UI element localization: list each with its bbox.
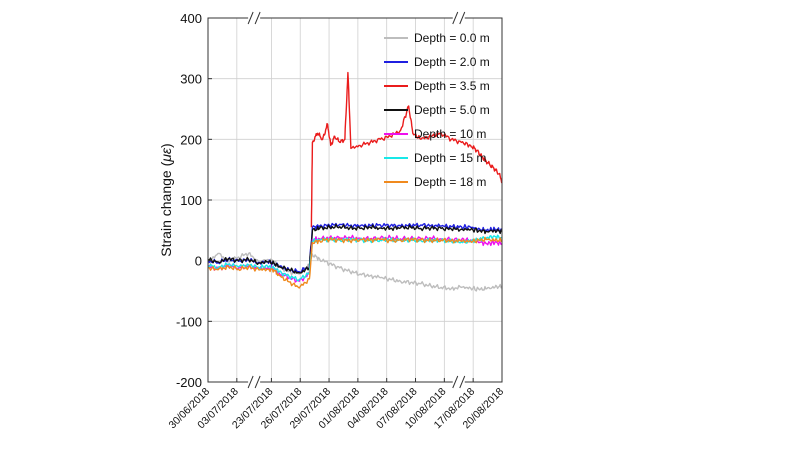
y-axis-label-prefix: Strain change ( — [158, 161, 174, 256]
axis-break-gap — [248, 13, 261, 23]
y-tick-label: 100 — [180, 193, 202, 208]
axis-break-mark — [254, 11, 261, 25]
series-line — [207, 223, 503, 274]
axis-break-gap — [452, 377, 465, 387]
y-axis-label-suffix: ) — [158, 143, 174, 148]
axis-breaks — [247, 11, 466, 389]
legend-entry: Depth = 18 m — [414, 175, 486, 189]
legend-entry: Depth = 10 m — [414, 127, 486, 141]
series-line — [310, 71, 503, 228]
legend-entry: Depth = 0.0 m — [414, 31, 490, 45]
axis-break-mark — [247, 11, 254, 25]
legend-entry: Depth = 15 m — [414, 151, 486, 165]
y-tick-label: 200 — [180, 132, 202, 147]
axis-break-gap — [248, 377, 261, 387]
axis-break-mark — [459, 11, 466, 25]
legend-entry: Depth = 5.0 m — [414, 103, 490, 117]
legend-entry: Depth = 2.0 m — [414, 55, 490, 69]
legend-entry: Depth = 3.5 m — [414, 79, 490, 93]
grid — [207, 17, 503, 383]
y-tick-label: 300 — [180, 72, 202, 87]
y-axis: -200 -100 0 100 200 300 400 — [176, 11, 212, 390]
axis-break-mark — [452, 375, 459, 389]
series-line — [207, 252, 503, 292]
axis-break-mark — [459, 375, 466, 389]
series-lines — [207, 71, 503, 292]
y-tick-label: -100 — [176, 314, 202, 329]
axis-break-mark — [452, 11, 459, 25]
legend: Depth = 0.0 m Depth = 2.0 m Depth = 3.5 m D… — [384, 31, 490, 189]
y-tick-label: -200 — [176, 375, 202, 390]
y-tick-label: 400 — [180, 11, 202, 26]
y-axis-label: Strain change (με) — [158, 143, 174, 256]
y-axis-label-unit: με — [158, 147, 174, 163]
y-tick-label: 0 — [195, 254, 202, 269]
axis-break-mark — [247, 375, 254, 389]
series-line — [207, 236, 503, 289]
axis-break-mark — [254, 375, 261, 389]
axis-break-gap — [452, 13, 465, 23]
